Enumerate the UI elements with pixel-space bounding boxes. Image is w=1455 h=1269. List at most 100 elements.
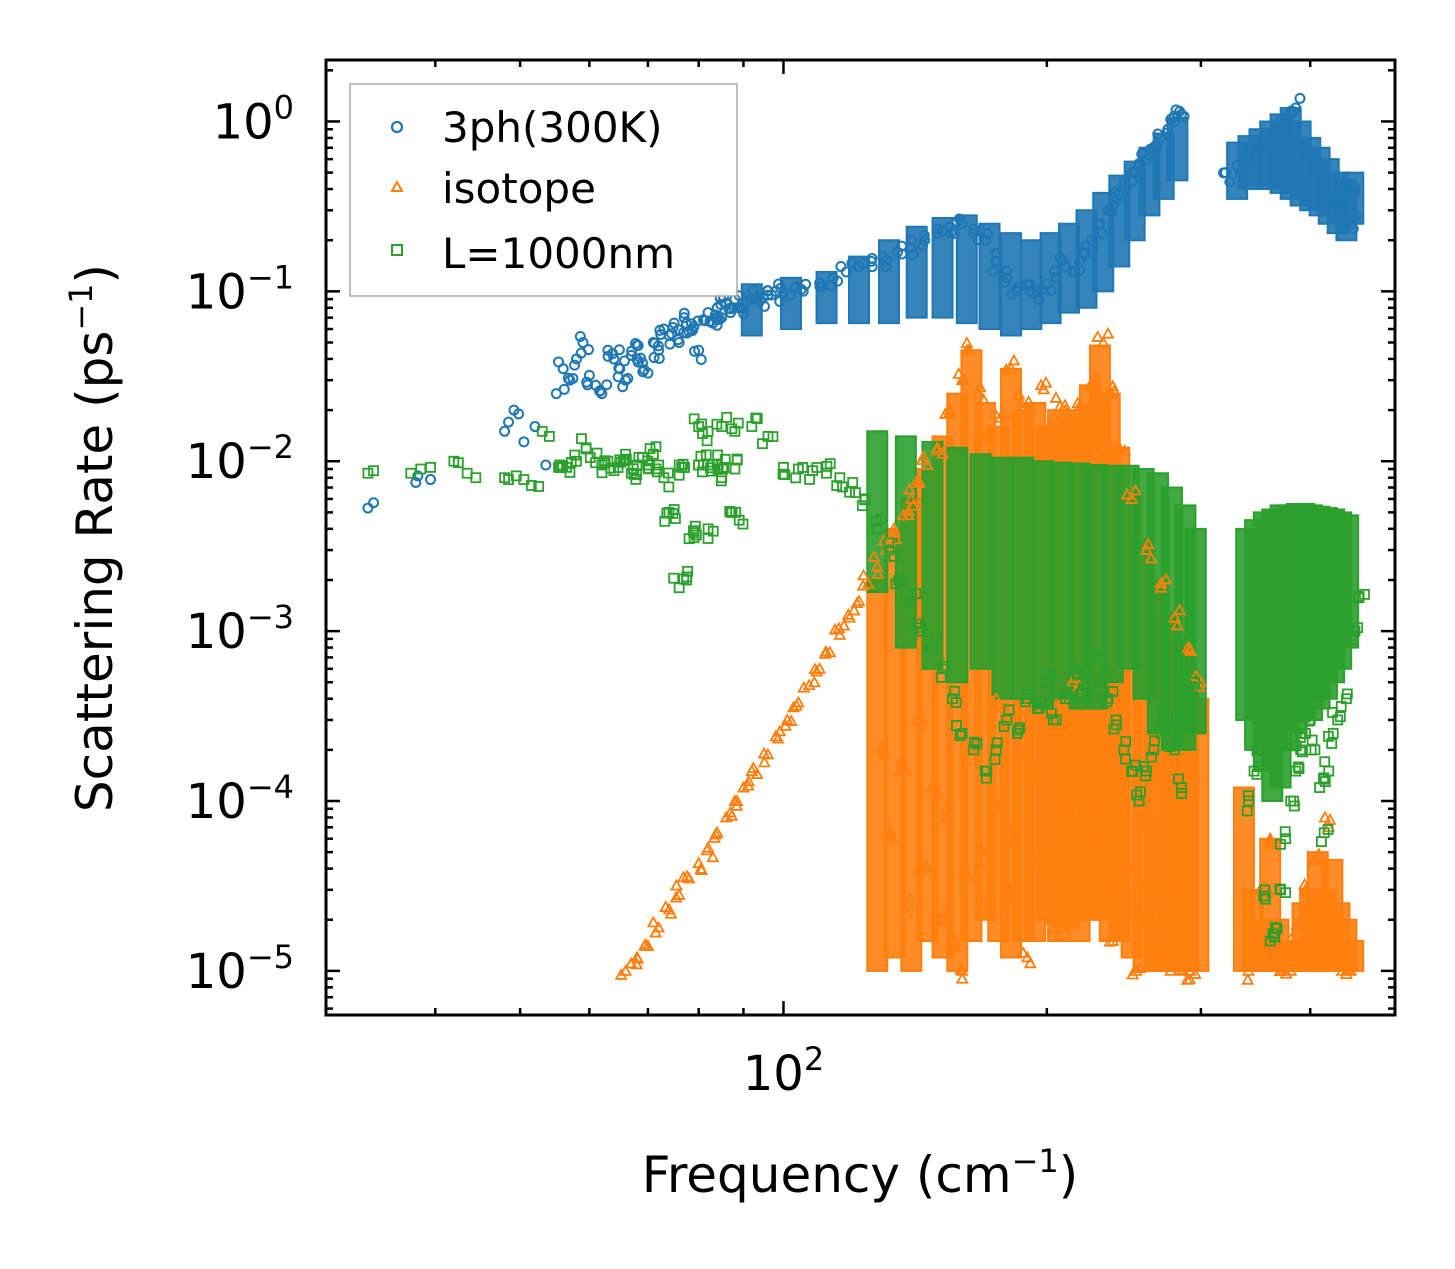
series-isotope-point	[1047, 411, 1061, 423]
series-3ph-point	[840, 266, 852, 278]
series-isotope-point	[1101, 326, 1115, 339]
series-3ph-point	[945, 227, 957, 239]
series-3ph-point	[1178, 110, 1190, 122]
series-isotope-point	[1164, 964, 1178, 976]
series-isotope-point	[1112, 440, 1126, 453]
series-l1000nm-point	[1130, 759, 1142, 771]
series-isotope-point	[1329, 928, 1343, 941]
series-isotope-point	[802, 678, 816, 691]
series-l1000nm-point	[452, 457, 464, 469]
series-3ph-point	[835, 261, 847, 273]
series-isotope-point	[1173, 603, 1187, 616]
series-3ph-point	[881, 254, 893, 266]
series-l1000nm-point	[1303, 715, 1315, 727]
y-tick-label: 10−4	[186, 768, 294, 830]
series-isotope-point	[980, 430, 994, 443]
series-isotope-point	[882, 828, 896, 841]
series-isotope-point	[730, 799, 744, 811]
series-3ph-point	[540, 459, 552, 471]
series-3ph-point	[1107, 199, 1119, 211]
series-l1000nm-point	[651, 466, 663, 478]
series-l1000nm-point	[1063, 693, 1075, 704]
series-isotope-point	[1104, 928, 1119, 941]
series-l1000nm-point	[916, 625, 928, 637]
series-isotope-point	[1105, 733, 1119, 746]
series-isotope-point	[1314, 906, 1328, 919]
series-l1000nm-point	[1022, 689, 1034, 700]
series-isotope-point	[847, 603, 861, 616]
series-l1000nm-point	[1353, 592, 1365, 604]
series-3ph-point	[630, 337, 642, 349]
series-3ph-point	[1027, 287, 1039, 299]
series-isotope-point	[1180, 912, 1194, 925]
series-l1000nm-point	[644, 443, 656, 454]
series-isotope-point	[986, 694, 1000, 707]
series-l1000nm-point	[1033, 702, 1045, 714]
series-isotope-point	[1140, 543, 1154, 555]
series-isotope-point	[1109, 855, 1123, 868]
series-isotope-point	[1049, 391, 1063, 403]
series-3ph-point	[667, 321, 679, 333]
series-3ph-point	[1281, 116, 1293, 128]
series-3ph-point	[954, 213, 966, 225]
series-isotope-point	[1263, 831, 1277, 844]
series-isotope-point	[1024, 764, 1038, 777]
series-3ph-point	[689, 345, 701, 357]
series-l1000nm-point	[1318, 772, 1330, 784]
series-3ph-point	[1317, 183, 1329, 195]
series-isotope-point	[1075, 873, 1089, 886]
series-isotope-point	[1173, 784, 1188, 797]
series-isotope-point	[1315, 958, 1329, 971]
series-3ph-point	[550, 388, 562, 400]
series-isotope-point	[1178, 902, 1192, 915]
series-l1000nm-point	[719, 453, 731, 465]
series-3ph-point	[685, 323, 697, 335]
series-l1000nm-point	[911, 618, 922, 630]
series-l1000nm-point	[1099, 667, 1111, 679]
series-isotope-point	[971, 386, 985, 399]
series-isotope-point	[630, 957, 644, 970]
series-l1000nm-point	[938, 660, 950, 672]
series-3ph-band	[1000, 232, 1023, 337]
series-isotope-point	[1079, 403, 1094, 415]
series-3ph-point	[866, 253, 878, 265]
series-3ph-point	[1006, 288, 1018, 300]
series-isotope-point	[757, 755, 771, 768]
series-isotope-point	[988, 406, 1002, 419]
series-3ph-point	[553, 356, 565, 368]
series-3ph-band	[1092, 191, 1115, 293]
series-isotope-point	[1159, 909, 1173, 921]
series-l1000nm-point	[368, 465, 379, 477]
series-isotope-point	[943, 403, 957, 415]
series-3ph-point	[714, 313, 726, 325]
series-3ph-point	[613, 344, 625, 356]
series-isotope-point	[1109, 439, 1123, 451]
series-l1000nm-point	[1296, 728, 1307, 739]
series-isotope-point	[1188, 967, 1202, 979]
series-isotope-point	[1047, 922, 1061, 935]
series-isotope-point	[883, 823, 897, 835]
series-isotope-point	[1170, 618, 1184, 631]
series-l1000nm-point	[737, 518, 749, 530]
series-isotope-point	[1066, 878, 1080, 891]
series-3ph-point	[825, 280, 837, 292]
series-l1000nm-point	[1145, 751, 1157, 763]
series-l1000nm-point	[1242, 790, 1254, 802]
series-isotope-point	[975, 845, 989, 858]
series-3ph-point	[619, 355, 631, 367]
series-l1000nm-point	[778, 461, 789, 473]
series-isotope-point	[619, 964, 633, 976]
series-isotope-point	[939, 810, 953, 823]
series-3ph-point	[622, 372, 634, 384]
series-l1000nm-point	[1149, 735, 1160, 747]
series-isotope-point	[936, 913, 950, 926]
series-l1000nm-point	[633, 451, 645, 463]
series-isotope-point	[959, 866, 973, 878]
series-l1000nm-point	[1110, 719, 1122, 731]
series-isotope-point	[1052, 927, 1066, 940]
series-l1000nm-point	[663, 481, 675, 493]
series-l1000nm-point	[682, 565, 694, 577]
series-isotope-point	[1241, 950, 1255, 963]
series-isotope-point	[1307, 897, 1321, 909]
series-l1000nm-point	[533, 481, 545, 492]
